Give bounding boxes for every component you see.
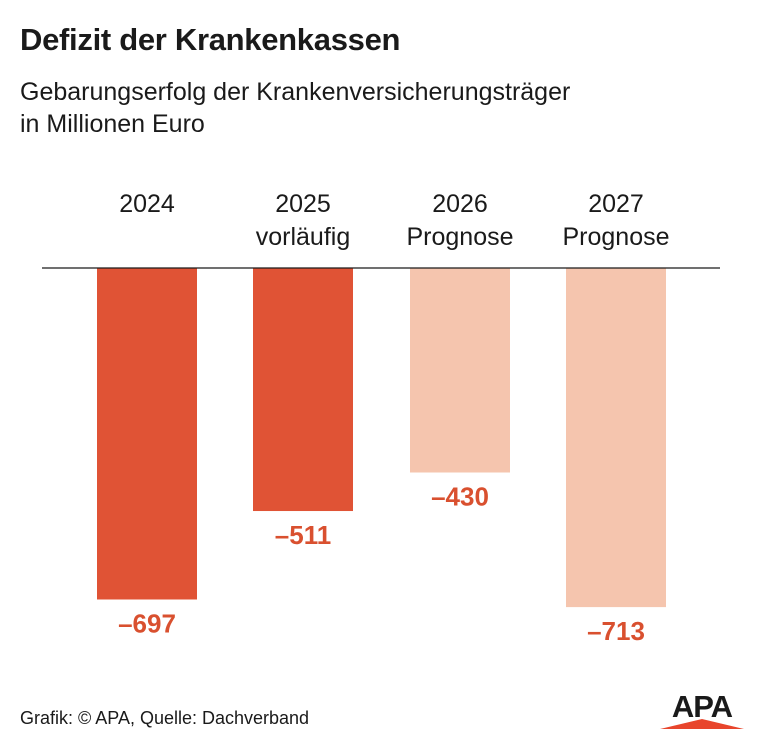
- bar-chart: 2024 –697 2025 vorläufig –511 2026 Prognose –43…: [42, 190, 720, 646]
- value-label-2025: –511: [275, 520, 331, 550]
- value-label-2026: –430: [431, 482, 489, 512]
- category-label-2025: 2025: [275, 190, 331, 218]
- chart-subtitle: Gebarungserfolg der Krankenversicherungs…: [20, 76, 570, 140]
- bar-2027: [566, 268, 666, 608]
- chart-title: Defizit der Krankenkassen: [20, 22, 401, 57]
- category-note-2025: vorläufig: [256, 223, 351, 251]
- source-credit: Grafik: © APA, Quelle: Dachverband: [20, 708, 310, 728]
- category-label-2024: 2024: [119, 190, 175, 218]
- apa-logo-text: APA: [672, 690, 733, 724]
- category-note-2027: Prognose: [562, 223, 669, 251]
- value-label-2027: –713: [587, 616, 645, 646]
- bar-2025: [253, 268, 353, 512]
- apa-logo: APA: [660, 690, 744, 729]
- subtitle-line-2: in Millionen Euro: [20, 110, 205, 138]
- value-label-2024: –697: [118, 608, 176, 638]
- category-label-2027: 2027: [588, 190, 644, 218]
- bar-2024: [97, 268, 197, 600]
- apa-logo-accent-icon: [660, 719, 744, 729]
- bar-2026: [410, 268, 510, 473]
- category-note-2026: Prognose: [406, 223, 513, 251]
- subtitle-line-1: Gebarungserfolg der Krankenversicherungs…: [20, 78, 571, 106]
- category-label-2026: 2026: [432, 190, 488, 218]
